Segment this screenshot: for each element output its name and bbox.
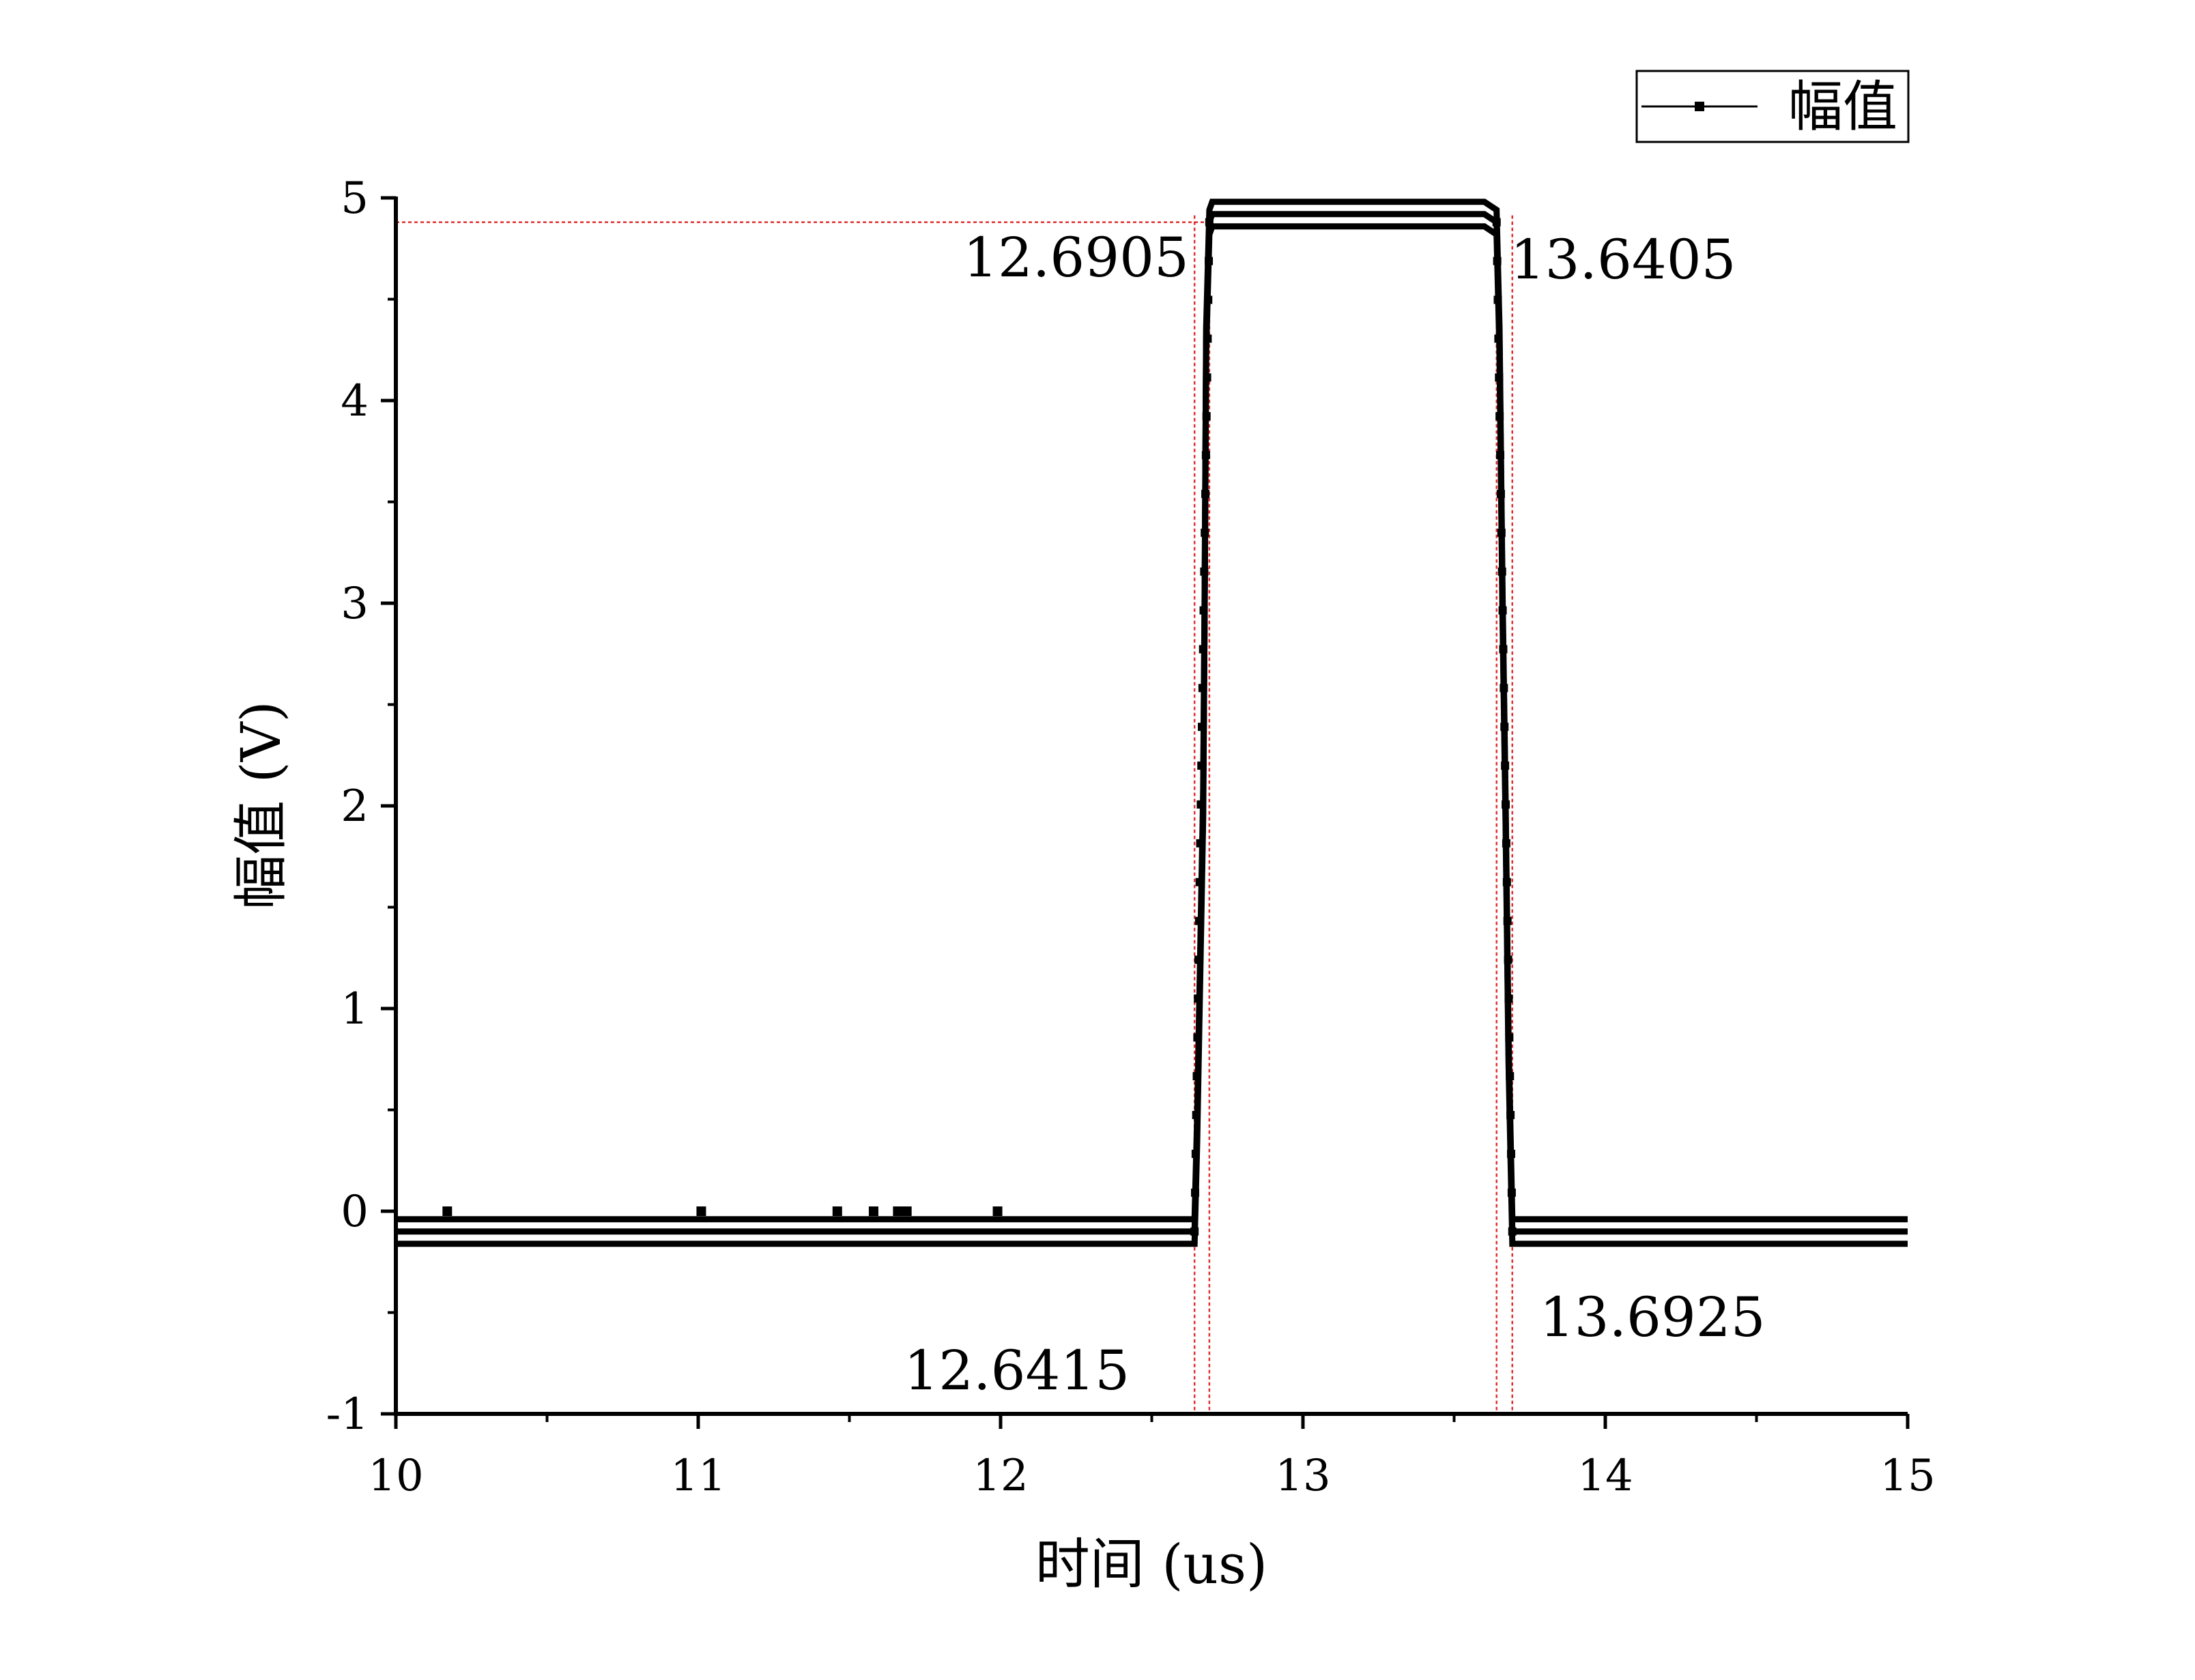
annotations: 12.6905 13.6405 12.6415 13.6925 bbox=[904, 226, 1765, 1402]
series-marker bbox=[1194, 994, 1203, 1003]
series-amplitude bbox=[396, 199, 1908, 1247]
series-marker bbox=[1202, 412, 1211, 421]
series-marker bbox=[1508, 1227, 1517, 1236]
series-trace-band-1 bbox=[396, 211, 1908, 1235]
series-marker bbox=[1505, 1033, 1514, 1042]
series-marker bbox=[1495, 373, 1504, 382]
series-marker bbox=[1495, 412, 1504, 421]
annotation-label: 12.6415 bbox=[904, 1339, 1130, 1402]
series-marker bbox=[1493, 257, 1502, 265]
legend: 幅值 bbox=[1635, 70, 1910, 143]
series-trace-band-2 bbox=[396, 223, 1908, 1247]
series-marker bbox=[1496, 489, 1505, 498]
series-marker bbox=[1190, 1227, 1199, 1236]
outlier-marker bbox=[868, 1206, 878, 1216]
series-marker bbox=[1201, 450, 1210, 459]
series-marker bbox=[1191, 1188, 1200, 1197]
annotation-label: 13.6925 bbox=[1540, 1286, 1766, 1349]
series-marker bbox=[1502, 878, 1511, 886]
y-tick-label: -1 bbox=[326, 1389, 369, 1440]
y-tick-label: 1 bbox=[341, 984, 369, 1034]
series-marker bbox=[1494, 334, 1503, 343]
series-marker bbox=[1197, 762, 1206, 770]
series-marker bbox=[1199, 645, 1207, 654]
series-marker bbox=[1507, 1149, 1516, 1158]
series-marker bbox=[1500, 723, 1509, 732]
series-marker bbox=[1199, 606, 1208, 615]
outlier-marker bbox=[992, 1206, 1003, 1216]
legend-label: 幅值 bbox=[1788, 75, 1897, 139]
series-marker bbox=[1502, 839, 1510, 848]
series-marker bbox=[1499, 645, 1508, 654]
y-tick-label: 4 bbox=[341, 376, 369, 426]
series-marker bbox=[1192, 1072, 1201, 1081]
x-ticks: 10 11 12 13 14 15 bbox=[368, 1414, 1936, 1501]
series-marker bbox=[1203, 334, 1212, 343]
series-marker bbox=[1201, 528, 1209, 537]
outlier-marker bbox=[832, 1206, 842, 1216]
y-tick-label: 0 bbox=[341, 1187, 369, 1237]
series-marker bbox=[1501, 762, 1510, 770]
y-ticks: -1 0 1 2 3 4 5 bbox=[326, 173, 396, 1440]
x-tick-label: 15 bbox=[1880, 1451, 1935, 1501]
legend-marker bbox=[1695, 102, 1704, 111]
series-marker bbox=[1204, 295, 1213, 304]
x-tick-label: 14 bbox=[1577, 1451, 1633, 1501]
x-tick-label: 12 bbox=[973, 1451, 1028, 1501]
y-tick-label: 2 bbox=[341, 781, 369, 832]
x-tick-label: 11 bbox=[670, 1451, 726, 1501]
annotation-label: 12.6905 bbox=[963, 226, 1189, 289]
x-axis-title: 时间 (us) bbox=[1035, 1533, 1267, 1596]
series-marker bbox=[1192, 1111, 1201, 1120]
series-marker bbox=[1492, 218, 1501, 227]
y-tick-label: 3 bbox=[341, 579, 369, 629]
series-marker bbox=[1195, 878, 1204, 886]
series-marker bbox=[1196, 839, 1205, 848]
outlier-marker bbox=[696, 1206, 706, 1216]
series-marker bbox=[1497, 528, 1506, 537]
outlier-marker bbox=[893, 1206, 903, 1216]
series-marker bbox=[1194, 916, 1203, 925]
series-marker bbox=[1191, 1149, 1200, 1158]
outlier-marker bbox=[902, 1206, 912, 1216]
series-marker bbox=[1196, 800, 1205, 809]
series-marker bbox=[1498, 606, 1507, 615]
series-marker bbox=[1200, 567, 1209, 576]
x-tick-label: 10 bbox=[368, 1451, 423, 1501]
outlier-marker bbox=[442, 1206, 453, 1216]
series-marker bbox=[1500, 684, 1508, 693]
series-marker bbox=[1504, 994, 1513, 1003]
series-marker bbox=[1496, 450, 1505, 459]
series-marker bbox=[1504, 955, 1512, 964]
y-tick-label: 5 bbox=[341, 173, 369, 224]
series-marker bbox=[1507, 1188, 1516, 1197]
y-axis-title: 幅值 (V) bbox=[229, 701, 293, 910]
series-marker bbox=[1502, 800, 1510, 809]
series-marker bbox=[1201, 489, 1210, 498]
series-marker bbox=[1503, 916, 1512, 925]
series-marker bbox=[1205, 218, 1214, 227]
series-marker bbox=[1205, 257, 1214, 265]
series-marker bbox=[1493, 295, 1502, 304]
x-tick-label: 13 bbox=[1275, 1451, 1330, 1501]
series-marker bbox=[1193, 1033, 1202, 1042]
series-marker bbox=[1497, 567, 1506, 576]
series-marker bbox=[1203, 373, 1211, 382]
series-marker bbox=[1198, 684, 1207, 693]
annotation-label: 13.6405 bbox=[1510, 228, 1736, 291]
series-trace-band-0 bbox=[396, 199, 1908, 1223]
series-marker bbox=[1506, 1072, 1515, 1081]
series-marker bbox=[1198, 723, 1207, 732]
series-marker bbox=[1194, 955, 1203, 964]
series-marker bbox=[1506, 1111, 1515, 1120]
